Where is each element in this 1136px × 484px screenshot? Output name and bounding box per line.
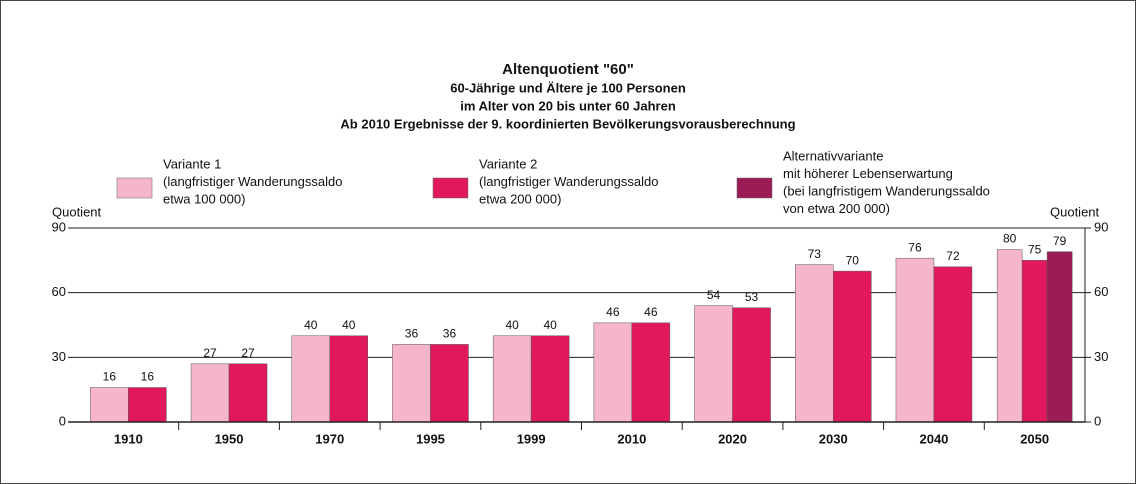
bar (933, 266, 973, 423)
legend-swatch (116, 177, 153, 199)
value-label: 40 (505, 318, 519, 332)
value-label: 40 (342, 318, 356, 332)
legend-swatch (432, 177, 469, 199)
legend-note: (langfristiger Wanderungssaldo (479, 174, 658, 189)
value-label: 46 (606, 305, 620, 319)
bar (996, 249, 1023, 423)
bar (492, 335, 532, 423)
y2-axis-label: Quotient (1050, 204, 1100, 219)
value-label: 76 (908, 240, 922, 254)
legend-label: Variante 2 (479, 156, 537, 171)
y-tick-label: 90 (52, 219, 66, 234)
value-label: 53 (745, 290, 759, 304)
legend-note: von etwa 200 000) (783, 201, 890, 216)
y2-tick-label: 30 (1094, 349, 1108, 364)
bar (694, 305, 733, 423)
legend-label: Alternativvariante (783, 148, 883, 163)
chart-title: Altenquotient "60" (502, 61, 634, 78)
bar (833, 270, 872, 423)
x-tick-label: 2030 (819, 431, 848, 446)
bar (228, 363, 268, 423)
value-label: 70 (846, 253, 860, 267)
bar (190, 363, 230, 423)
value-label: 27 (203, 346, 217, 360)
x-tick-label: 1995 (416, 431, 445, 446)
bar (895, 257, 935, 423)
bar (128, 387, 167, 423)
value-label: 40 (304, 318, 318, 332)
value-label: 80 (1003, 232, 1017, 246)
value-label: 54 (707, 288, 721, 302)
x-tick-label: 2020 (718, 431, 747, 446)
bar (1046, 251, 1073, 423)
value-label: 40 (543, 318, 557, 332)
y-tick-label: 60 (52, 284, 66, 299)
legend-label: Variante 1 (163, 156, 221, 171)
y2-tick-label: 90 (1094, 219, 1108, 234)
legend-note: etwa 100 000) (163, 191, 245, 206)
bar (631, 322, 671, 423)
value-label: 16 (103, 370, 117, 384)
x-tick-label: 1950 (215, 431, 244, 446)
bar (530, 335, 570, 423)
value-label: 46 (644, 305, 658, 319)
legend-note: mit höherer Lebenserwartung (783, 166, 953, 181)
value-label: 16 (141, 370, 155, 384)
value-label: 75 (1028, 243, 1042, 257)
y2-tick-label: 60 (1094, 284, 1108, 299)
x-tick-label: 1970 (315, 431, 344, 446)
subtitle: im Alter von 20 bis unter 60 Jahren (460, 98, 676, 113)
legend-note: (bei langfristigem Wanderungssaldo (783, 183, 990, 198)
bar (329, 335, 368, 423)
y-axis-label: Quotient (52, 204, 102, 219)
bar (291, 335, 330, 423)
value-label: 72 (946, 249, 960, 263)
bar (593, 322, 633, 423)
value-label: 79 (1053, 234, 1067, 248)
legend-note: etwa 200 000) (479, 191, 561, 206)
value-label: 36 (443, 327, 457, 341)
bar (392, 344, 431, 423)
legend-swatch (736, 177, 773, 199)
y2-tick-label: 0 (1094, 413, 1101, 428)
y-tick-label: 30 (52, 349, 66, 364)
x-tick-label: 2010 (617, 431, 646, 446)
bar (90, 387, 129, 423)
x-tick-label: 1999 (517, 431, 546, 446)
subtitle: 60-Jährige und Ältere je 100 Personen (450, 80, 686, 95)
bar (430, 344, 469, 423)
y-tick-label: 0 (59, 413, 66, 428)
x-tick-label: 1910 (114, 431, 143, 446)
bar (732, 307, 771, 423)
value-label: 27 (241, 346, 255, 360)
x-tick-label: 2040 (919, 431, 948, 446)
x-tick-label: 2050 (1020, 431, 1049, 446)
value-label: 36 (405, 327, 419, 341)
bar (795, 264, 834, 423)
legend-note: (langfristiger Wanderungssaldo (163, 174, 342, 189)
bar (1021, 260, 1048, 423)
subtitle: Ab 2010 Ergebnisse der 9. koordinierten … (340, 116, 795, 131)
value-label: 73 (808, 247, 822, 261)
